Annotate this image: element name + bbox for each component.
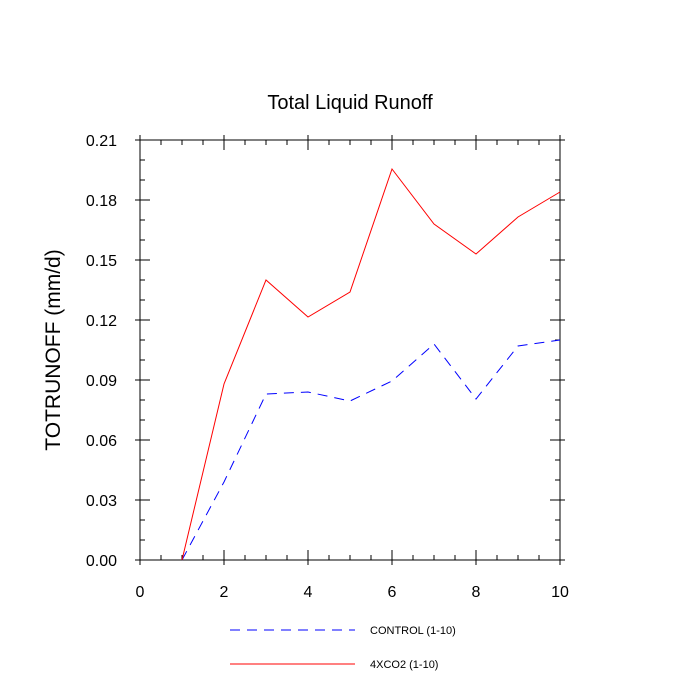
- x-tick-label: 2: [220, 584, 229, 601]
- axis-ticks: [135, 135, 565, 565]
- y-tick-label: 0.06: [86, 433, 117, 450]
- series-line-4xco2: [181, 167, 561, 561]
- y-tick-label: 0.09: [86, 373, 117, 390]
- y-tick-label: 0.12: [86, 313, 117, 330]
- y-tick-label: 0.18: [86, 193, 117, 210]
- legend-label: 4XCO2 (1-10): [370, 659, 438, 671]
- series-lines: [181, 167, 561, 561]
- x-tick-labels: 0 2 4 6 8 10: [136, 584, 569, 601]
- chart-title: Total Liquid Runoff: [267, 92, 433, 114]
- x-tick-label: 4: [304, 584, 313, 601]
- y-tick-label: 0.21: [86, 133, 117, 150]
- x-tick-label: 0: [136, 584, 145, 601]
- x-tick-label: 8: [472, 584, 481, 601]
- plot-frame: [139, 139, 561, 561]
- legend: CONTROL (1-10) 4XCO2 (1-10): [230, 625, 456, 671]
- legend-label: CONTROL (1-10): [370, 625, 456, 637]
- series-line-control: [181, 339, 561, 561]
- x-tick-label: 6: [388, 584, 397, 601]
- y-axis-label: TOTRUNOFF (mm/d): [42, 249, 65, 450]
- y-tick-label: 0.03: [86, 493, 117, 510]
- y-tick-labels: 0.00 0.03 0.06 0.09 0.12 0.15 0.18 0.21: [86, 133, 117, 570]
- x-tick-label: 10: [551, 584, 569, 601]
- y-tick-label: 0.15: [86, 253, 117, 270]
- y-tick-label: 0.00: [86, 553, 117, 570]
